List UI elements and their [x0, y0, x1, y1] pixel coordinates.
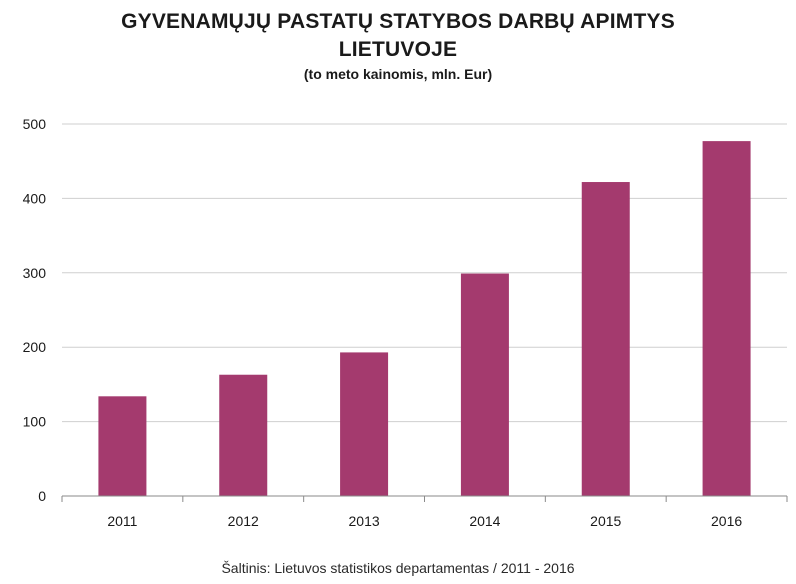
- bar-2014: [460, 273, 509, 496]
- chart-subtitle: (to meto kainomis, mln. Eur): [303, 66, 493, 82]
- bar-2011: [98, 396, 147, 496]
- x-tick-label-2015: 2015: [590, 513, 621, 529]
- bar-2012: [219, 374, 268, 496]
- chart-title-line-2: LIETUVOJE: [338, 38, 458, 61]
- y-tick-label-300: 300: [23, 265, 47, 281]
- x-tick-label-2012: 2012: [228, 513, 259, 529]
- y-tick-label-400: 400: [23, 190, 47, 206]
- source-note: Šaltinis: Lietuvos statistikos departame…: [221, 560, 575, 576]
- chart-title-line-1: GYVENAMŲJŲ PASTATŲ STATYBOS DARBŲ APIMTY…: [121, 10, 675, 33]
- bar-2016: [702, 141, 751, 496]
- x-tick-label-2014: 2014: [469, 513, 500, 529]
- bar-2013: [340, 352, 389, 496]
- y-tick-label-100: 100: [23, 414, 47, 430]
- x-tick-label-2013: 2013: [349, 513, 380, 529]
- x-tick-label-2011: 2011: [107, 513, 137, 529]
- y-tick-label-0: 0: [38, 488, 46, 504]
- y-tick-label-200: 200: [23, 339, 47, 355]
- y-tick-label-500: 500: [23, 116, 47, 132]
- bar-2015: [581, 182, 630, 497]
- x-tick-label-2016: 2016: [711, 513, 742, 529]
